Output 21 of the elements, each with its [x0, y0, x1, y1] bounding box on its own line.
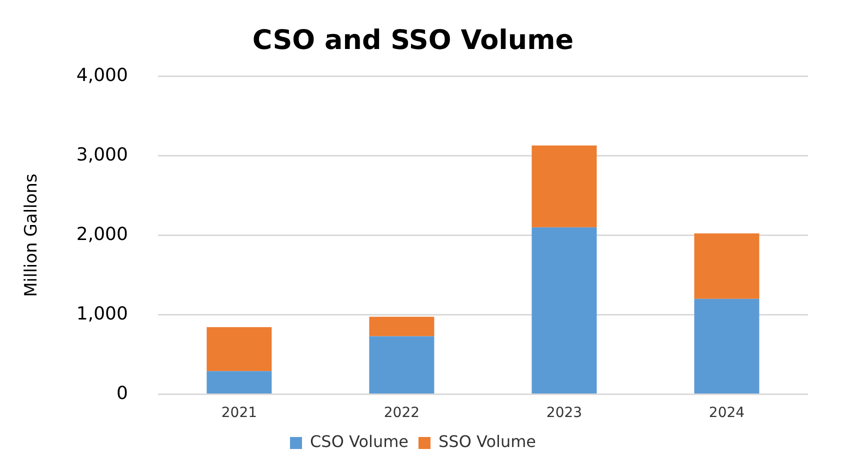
bar [369, 336, 434, 394]
bar [694, 298, 760, 394]
y-tick-label: 0 [116, 382, 128, 404]
x-tick-label: 2022 [384, 405, 420, 422]
x-tick-label: 2024 [708, 405, 745, 422]
y-axis-title: Million Gallons [22, 174, 42, 297]
x-tick-label: 2023 [546, 405, 582, 422]
x-tick-label: 2021 [221, 405, 258, 422]
bar [206, 371, 272, 394]
bar [694, 233, 760, 299]
chart-title: CSO and SSO Volume [252, 25, 574, 56]
y-tick-label: 4,000 [76, 65, 128, 86]
bar [532, 146, 597, 228]
legend-label: CSO Volume [310, 432, 409, 452]
bar [206, 327, 272, 372]
y-tick-label: 2,000 [76, 224, 128, 245]
legend-label: SSO Volume [438, 432, 536, 452]
y-tick-label: 1,000 [76, 303, 128, 324]
bar [532, 227, 597, 394]
y-tick-label: 3,000 [76, 144, 128, 166]
bar [369, 316, 434, 336]
